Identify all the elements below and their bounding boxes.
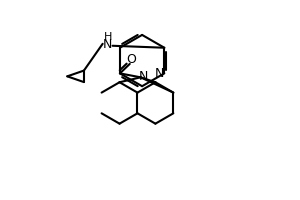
Text: O: O [126, 53, 136, 66]
Text: N: N [138, 70, 148, 83]
Text: N: N [155, 67, 164, 80]
Text: H: H [103, 32, 112, 42]
Text: N: N [103, 38, 112, 51]
